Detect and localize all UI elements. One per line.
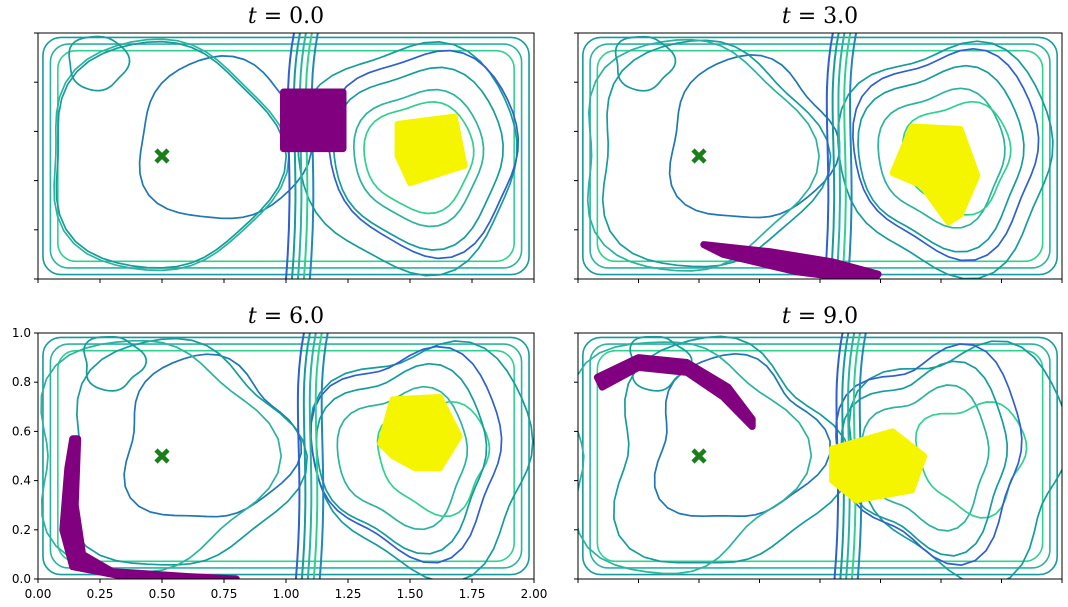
separatrix-line (845, 333, 856, 579)
y-tick-label: 0.2 (12, 523, 31, 537)
separatrix-line (839, 333, 850, 579)
x-tick-label: 0.00 (25, 587, 52, 601)
contour-line (852, 47, 1040, 262)
y-tick-label: 0.4 (12, 474, 31, 488)
yellow-tracer-region (394, 113, 468, 187)
purple-tracer-region (593, 354, 756, 430)
contour-line (68, 337, 309, 566)
separatrix-line (829, 33, 840, 279)
separatrix-line (318, 333, 329, 579)
separatrix-line (312, 333, 323, 579)
contour-line (53, 38, 290, 272)
panel-title: t = 3.0 (782, 4, 858, 29)
purple-tracer-region (700, 241, 882, 279)
separatrix-line (285, 33, 295, 279)
subplot-panel: t = 9.0 (574, 304, 1063, 583)
panel-title: t = 0.0 (248, 4, 324, 29)
x-tick-label: 2.00 (521, 587, 548, 601)
x-tick-label: 1.25 (335, 587, 362, 601)
vortex-center-marker (691, 148, 707, 164)
boundary-streamline (596, 349, 1044, 563)
contour-line (586, 38, 820, 272)
plot-area (578, 333, 1062, 579)
contour-line (376, 400, 491, 518)
contour-line (352, 88, 485, 228)
yellow-tracer-region (377, 394, 463, 472)
purple-tracer-region (59, 435, 240, 579)
boundary-streamline (596, 49, 1044, 263)
vortex-center-marker (154, 148, 170, 164)
boundary-streamline (582, 36, 1058, 276)
contour-line (297, 41, 518, 277)
axes-frame (37, 332, 535, 580)
separatrix-line (300, 333, 311, 579)
separatrix-line (835, 33, 846, 279)
contour-line (601, 39, 832, 268)
panel-title: t = 6.0 (248, 304, 324, 329)
subplot-panel: t = 0.0 (34, 4, 535, 283)
contour-line (614, 35, 677, 92)
y-tick-label: 0.6 (12, 424, 31, 438)
contour-line (857, 64, 1025, 253)
subplot-panel: 0.00 0.25 0.50 0.75 1.00 1.25 1.50 1.75 2.00 0.0 0… (12, 304, 547, 601)
contour-line (83, 335, 148, 392)
separatrix-line (823, 33, 834, 279)
yellow-tracer-region (829, 428, 928, 504)
x-tick-label: 1.00 (273, 587, 300, 601)
separatrix-line (847, 33, 858, 279)
purple-tracer-region (280, 88, 347, 153)
boundary-streamline (49, 343, 523, 569)
boundary-streamline (57, 349, 515, 563)
contour-line (123, 353, 303, 518)
x-tick-label: 0.75 (211, 587, 238, 601)
x-tick-label: 1.50 (397, 587, 424, 601)
subplot-panel: t = 3.0 (574, 4, 1063, 283)
separatrix-line (841, 33, 852, 279)
x-tick-label: 1.75 (459, 587, 486, 601)
contour-line (877, 87, 1006, 229)
vortex-center-marker (691, 448, 707, 464)
panel-title: t = 9.0 (782, 304, 858, 329)
boundary-streamline (582, 336, 1058, 576)
y-tick-label: 1.0 (12, 326, 31, 340)
boundary-streamline (589, 43, 1051, 269)
plot-area (40, 333, 534, 579)
contour-line (613, 335, 852, 564)
boundary-streamline (42, 336, 530, 576)
separatrix-line (306, 333, 317, 579)
separatrix-line (294, 333, 305, 579)
contour-line (40, 339, 283, 573)
separatrix-line (833, 333, 844, 579)
contour-line (332, 66, 504, 251)
contour-line (336, 385, 469, 531)
x-tick-label: 0.25 (87, 587, 114, 601)
y-tick-label: 0.8 (12, 375, 31, 389)
plot-area (582, 33, 1058, 279)
axes-frame (577, 32, 1063, 280)
contour-line (578, 341, 813, 575)
separatrix-line (850, 333, 861, 579)
plot-area (42, 33, 530, 279)
x-tick-label: 0.50 (149, 587, 176, 601)
yellow-tracer-region (889, 123, 981, 226)
contour-line (55, 40, 288, 269)
y-tick-label: 0.0 (12, 572, 31, 586)
boundary-streamline (589, 343, 1051, 569)
contour-line (68, 35, 131, 92)
vortex-center-marker (154, 448, 170, 464)
contour-line (363, 101, 475, 215)
contour-line (914, 401, 1028, 519)
contour-line (310, 345, 503, 564)
